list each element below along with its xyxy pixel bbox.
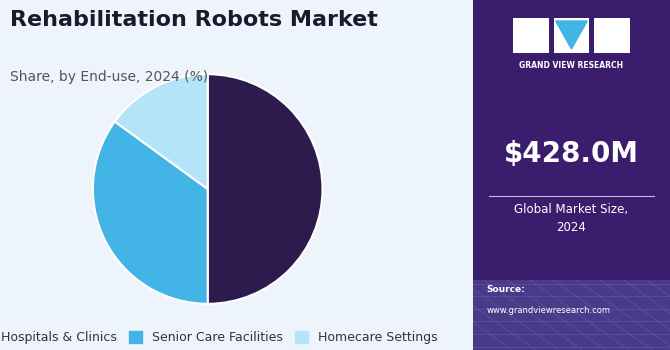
Polygon shape [555,21,587,49]
Text: GRAND VIEW RESEARCH: GRAND VIEW RESEARCH [519,61,624,70]
Bar [513,18,549,52]
Wedge shape [208,74,322,304]
Text: www.grandviewresearch.com: www.grandviewresearch.com [486,306,611,315]
Wedge shape [93,121,208,304]
Text: Global Market Size,
2024: Global Market Size, 2024 [515,203,628,234]
Wedge shape [115,74,208,189]
Bar [553,18,589,52]
Text: Source:: Source: [486,285,525,294]
Text: $428.0M: $428.0M [504,140,639,168]
Bar [473,280,670,350]
Text: Share, by End-use, 2024 (%): Share, by End-use, 2024 (%) [10,70,208,84]
Bar [594,18,630,52]
Legend: Hospitals & Clinics, Senior Care Facilities, Homecare Settings: Hospitals & Clinics, Senior Care Facilit… [0,326,442,349]
Text: Rehabilitation Robots Market: Rehabilitation Robots Market [10,10,378,30]
